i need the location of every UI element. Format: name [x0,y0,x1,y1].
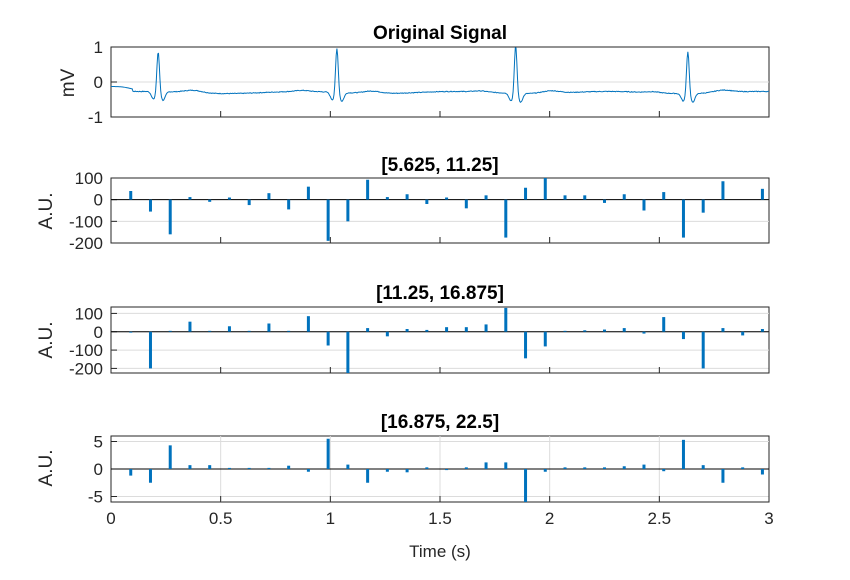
x-axis-label: Time (s) [409,542,471,561]
subplot-1-ytick-label: -1 [88,108,103,127]
subplot-band-1: [5.625, 11.25] A.U. -200 -100 0 100 [36,155,770,253]
subplot-2-title: [5.625, 11.25] [381,155,498,176]
xtick-label: 1.5 [428,509,452,528]
xtick-label: 3 [764,509,773,528]
subplot-1-plot-area: -1 0 1 [88,38,770,127]
xtick-label: 1 [326,509,335,528]
signal-line [110,47,770,103]
subplot-1-ytick-label: 1 [94,38,103,57]
subplot-2-ylabel: A.U. [36,193,57,230]
xtick-label: 0.5 [209,509,233,528]
subplot-3-title: [11.25, 16.875] [376,283,504,304]
subplot-3-ytick-label: 0 [94,323,103,342]
xtick-label: 0 [106,509,115,528]
subplot-3-ylabel: A.U. [36,322,57,359]
subplot-3-axes [110,306,770,374]
subplot-2-ytick-label: -100 [69,212,103,231]
xtick-label: 2.5 [648,509,672,528]
subplot-original-signal: Original Signal mV -1 0 1 [58,23,770,127]
subplot-3-ytick-label: -100 [69,341,103,360]
subplot-2-axes [110,177,770,244]
subplot-2-ytick-label: -200 [69,234,103,253]
subplot-2-ytick-label: 0 [94,191,103,210]
subplot-4-ytick-label: -5 [88,488,103,507]
subplot-2-ytick-label: 100 [75,169,103,188]
subplot-3-ytick-label: -200 [69,359,103,378]
subplot-4-title: [16.875, 22.5] [381,412,499,433]
subplot-1-ytick-label: 0 [94,73,103,92]
subplot-4-ytick-label: 5 [94,433,103,452]
subplot-2-plot-area: -200 -100 0 100 [69,169,770,253]
xtick-label: 2 [545,509,554,528]
subplot-4-ylabel: A.U. [36,450,57,487]
subplot-1-title: Original Signal [373,23,507,44]
subplot-3-ytick-label: 100 [75,304,103,323]
subplot-1-ylabel: mV [58,68,79,97]
subplot-4-ytick-label: 0 [94,460,103,479]
